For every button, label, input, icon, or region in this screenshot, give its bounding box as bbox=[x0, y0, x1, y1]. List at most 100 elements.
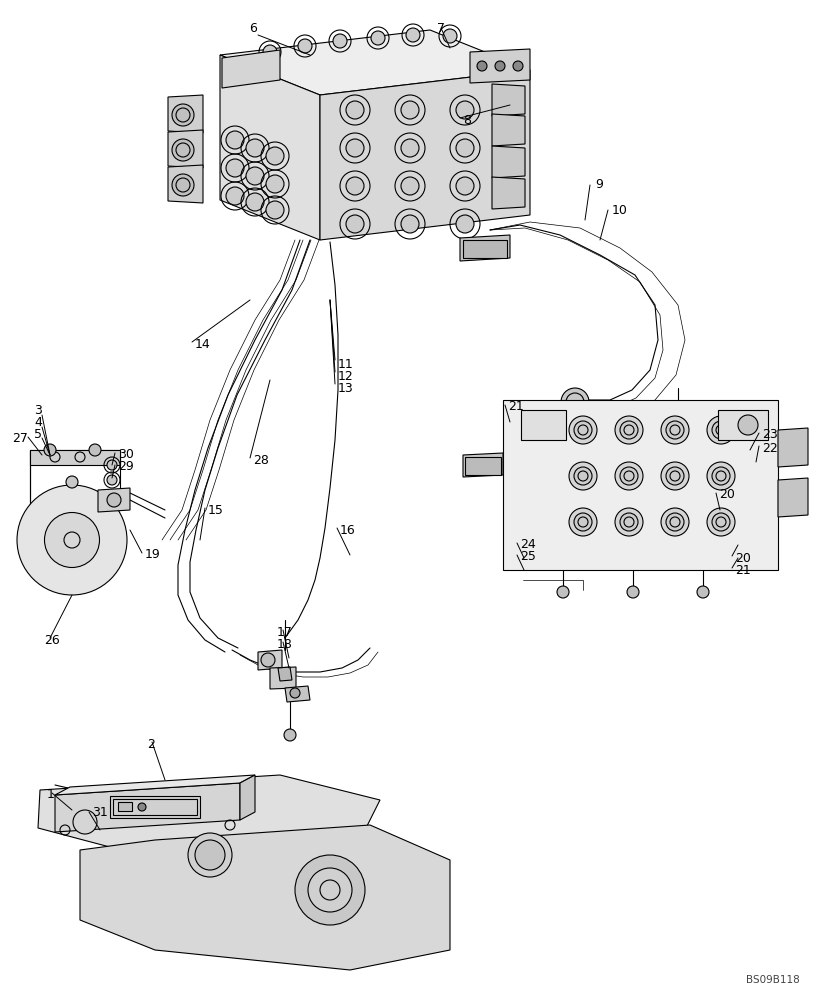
Text: 26: 26 bbox=[44, 634, 60, 647]
Polygon shape bbox=[258, 650, 282, 670]
Circle shape bbox=[666, 421, 684, 439]
Text: 30: 30 bbox=[118, 448, 133, 462]
Polygon shape bbox=[240, 775, 255, 820]
Circle shape bbox=[456, 139, 474, 157]
Circle shape bbox=[401, 215, 419, 233]
Circle shape bbox=[44, 444, 56, 456]
Circle shape bbox=[346, 215, 364, 233]
Circle shape bbox=[707, 462, 735, 490]
Bar bbox=[118, 802, 132, 811]
Circle shape bbox=[107, 475, 117, 485]
Polygon shape bbox=[285, 686, 310, 702]
Text: 1: 1 bbox=[47, 788, 55, 802]
Circle shape bbox=[66, 476, 78, 488]
Circle shape bbox=[246, 167, 264, 185]
Circle shape bbox=[513, 61, 523, 71]
Text: 3: 3 bbox=[34, 403, 42, 416]
Polygon shape bbox=[168, 130, 203, 168]
Circle shape bbox=[172, 174, 194, 196]
Polygon shape bbox=[55, 783, 240, 832]
Circle shape bbox=[401, 177, 419, 195]
Polygon shape bbox=[492, 177, 525, 209]
Text: 25: 25 bbox=[520, 550, 536, 564]
Circle shape bbox=[107, 460, 117, 470]
Bar bbox=[503, 400, 778, 570]
Circle shape bbox=[266, 201, 284, 219]
Polygon shape bbox=[168, 95, 203, 133]
Circle shape bbox=[615, 462, 643, 490]
Circle shape bbox=[661, 462, 689, 490]
Circle shape bbox=[712, 421, 730, 439]
Circle shape bbox=[666, 467, 684, 485]
Circle shape bbox=[295, 855, 365, 925]
Text: 23: 23 bbox=[762, 428, 778, 442]
Circle shape bbox=[401, 139, 419, 157]
Circle shape bbox=[561, 388, 589, 416]
Polygon shape bbox=[270, 667, 296, 689]
Text: 20: 20 bbox=[735, 552, 751, 564]
Circle shape bbox=[266, 175, 284, 193]
Text: 21: 21 bbox=[508, 400, 524, 414]
Bar bbox=[110, 796, 200, 818]
Polygon shape bbox=[460, 235, 510, 261]
Polygon shape bbox=[492, 146, 525, 178]
Polygon shape bbox=[38, 775, 380, 855]
Polygon shape bbox=[492, 84, 525, 116]
Circle shape bbox=[401, 101, 419, 119]
Text: BS09B118: BS09B118 bbox=[747, 975, 800, 985]
Circle shape bbox=[569, 416, 597, 444]
Circle shape bbox=[615, 416, 643, 444]
Circle shape bbox=[620, 513, 638, 531]
Text: 15: 15 bbox=[208, 504, 224, 516]
Circle shape bbox=[263, 45, 277, 59]
Text: 12: 12 bbox=[338, 370, 353, 383]
Circle shape bbox=[620, 421, 638, 439]
Circle shape bbox=[406, 28, 420, 42]
Text: 8: 8 bbox=[463, 113, 471, 126]
Polygon shape bbox=[778, 478, 808, 517]
Circle shape bbox=[290, 688, 300, 698]
Circle shape bbox=[495, 61, 505, 71]
Text: 13: 13 bbox=[338, 382, 353, 395]
Text: 9: 9 bbox=[595, 178, 603, 192]
Circle shape bbox=[226, 187, 244, 205]
Circle shape bbox=[477, 61, 487, 71]
Text: 7: 7 bbox=[437, 21, 445, 34]
Circle shape bbox=[569, 462, 597, 490]
Bar bbox=[113, 799, 197, 815]
Polygon shape bbox=[222, 50, 280, 88]
Circle shape bbox=[284, 729, 296, 741]
Circle shape bbox=[308, 868, 352, 912]
Text: 16: 16 bbox=[340, 524, 356, 536]
Circle shape bbox=[226, 131, 244, 149]
Circle shape bbox=[443, 29, 457, 43]
Text: 11: 11 bbox=[338, 359, 353, 371]
Circle shape bbox=[73, 810, 97, 834]
Polygon shape bbox=[220, 55, 320, 240]
Polygon shape bbox=[98, 488, 130, 512]
Bar bbox=[521, 410, 566, 440]
Circle shape bbox=[712, 513, 730, 531]
Circle shape bbox=[707, 508, 735, 536]
Circle shape bbox=[569, 508, 597, 536]
Polygon shape bbox=[30, 450, 120, 465]
Bar bbox=[463, 240, 507, 258]
Circle shape bbox=[333, 34, 347, 48]
Text: 21: 21 bbox=[735, 564, 751, 576]
Circle shape bbox=[44, 512, 100, 568]
Circle shape bbox=[246, 193, 264, 211]
Circle shape bbox=[195, 840, 225, 870]
Bar bbox=[465, 457, 501, 475]
Circle shape bbox=[107, 493, 121, 507]
Circle shape bbox=[661, 508, 689, 536]
Circle shape bbox=[456, 215, 474, 233]
Circle shape bbox=[666, 513, 684, 531]
Circle shape bbox=[627, 586, 639, 598]
Circle shape bbox=[266, 147, 284, 165]
Circle shape bbox=[138, 803, 146, 811]
Circle shape bbox=[661, 416, 689, 444]
Circle shape bbox=[574, 467, 592, 485]
Circle shape bbox=[226, 159, 244, 177]
Text: 2: 2 bbox=[147, 738, 155, 752]
Bar bbox=[718, 410, 768, 440]
